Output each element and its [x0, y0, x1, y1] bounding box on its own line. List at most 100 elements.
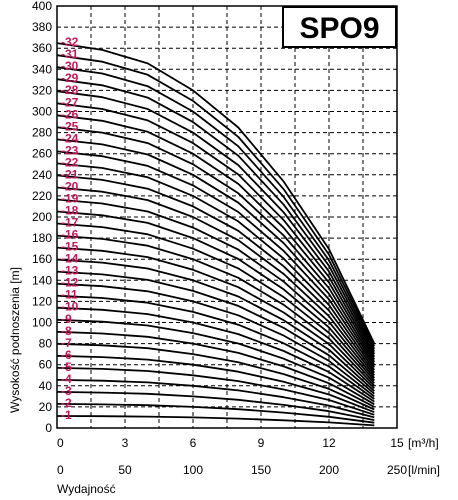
stage-curve	[56, 198, 376, 379]
stage-curve	[56, 90, 376, 355]
stage-label: -9	[61, 312, 72, 326]
stage-label: -5	[61, 360, 72, 374]
stage-curve	[56, 102, 376, 358]
y-tick-label: 20	[39, 400, 53, 414]
stage-label: -4	[61, 372, 72, 386]
stage-curve	[56, 367, 375, 416]
stage-label: -21	[61, 167, 79, 181]
plot-frame	[56, 5, 398, 429]
stage-label: -16	[61, 228, 79, 242]
y-tick-label: 360	[32, 41, 52, 55]
stage-label: -10	[61, 300, 79, 314]
x-secondary-tick-label: 150	[251, 463, 271, 477]
stage-label: -23	[61, 143, 79, 157]
stage-curve	[56, 258, 375, 392]
stage-curve	[56, 114, 376, 360]
grid	[57, 6, 397, 428]
stage-curve	[56, 354, 375, 414]
x-axis-label: Wydajność	[57, 482, 116, 496]
stage-label: -26	[61, 107, 79, 121]
x-primary-tick-label: 0	[57, 436, 64, 450]
stage-curve	[56, 54, 376, 347]
stage-label: -31	[61, 47, 79, 61]
y-axis-label: Wysokość podnoszenia [m]	[8, 267, 22, 413]
stage-label: -22	[61, 155, 79, 169]
x-primary-unit: [m³/h]	[408, 436, 439, 450]
stage-label: -17	[61, 216, 79, 230]
y-tick-labels: 0 20 40 60 80 100 120 140 160 180 200 220 240 260 280 3…	[32, 0, 52, 435]
stage-label: -28	[61, 83, 79, 97]
y-tick-label: 180	[32, 231, 52, 245]
y-tick-label: 200	[32, 210, 52, 224]
x-primary-tick-label: 3	[122, 436, 129, 450]
y-tick-label: 240	[32, 168, 52, 182]
stage-curve	[56, 150, 376, 368]
y-tick-label: 120	[32, 294, 52, 308]
stage-label: -12	[61, 276, 79, 290]
stage-curve	[56, 222, 375, 384]
y-tick-label: 40	[39, 379, 53, 393]
stage-curve	[56, 126, 376, 363]
y-tick-label: 260	[32, 147, 52, 161]
y-tick-label: 160	[32, 252, 52, 266]
y-tick-label: 300	[32, 105, 52, 119]
stage-curve	[56, 42, 376, 344]
stage-curve	[56, 391, 375, 421]
pump-curves	[56, 42, 376, 427]
y-tick-label: 60	[39, 358, 53, 372]
stage-label: -13	[61, 264, 79, 278]
stage-curve	[56, 379, 375, 419]
stage-label: -3	[61, 384, 72, 398]
stage-curve	[56, 186, 376, 376]
stage-curve	[56, 270, 375, 395]
stage-label: -29	[61, 71, 79, 85]
stage-label: -14	[61, 252, 79, 266]
stage-label: -32	[61, 35, 79, 49]
y-tick-label: 100	[32, 316, 52, 330]
x-secondary-tick-label: 100	[183, 463, 203, 477]
stage-curve	[56, 234, 375, 387]
stage-curve	[56, 318, 375, 406]
stage-curve	[56, 330, 375, 408]
x-secondary-tick-label: 0	[57, 463, 64, 477]
stage-label: -30	[61, 59, 79, 73]
y-tick-label: 220	[32, 189, 52, 203]
stage-label: -20	[61, 179, 79, 193]
x-primary-tick-label: 6	[190, 436, 197, 450]
x-secondary-tick-label: 200	[319, 463, 339, 477]
stage-label: -6	[61, 348, 72, 362]
x-secondary-tick-labels: 0 50 100 150 200 250	[57, 463, 407, 477]
x-primary-tick-labels: 0 3 6 9 12 15	[57, 436, 404, 450]
stage-curve	[56, 282, 375, 398]
y-tick-label: 80	[39, 337, 53, 351]
y-tick-label: 380	[32, 20, 52, 34]
chart-title: SPO9	[299, 12, 379, 45]
stage-curve	[56, 306, 375, 403]
stage-curve	[56, 415, 375, 427]
stage-curve	[56, 294, 375, 400]
stage-curve	[56, 162, 376, 371]
x-secondary-tick-label: 50	[118, 463, 132, 477]
stage-label: -27	[61, 95, 79, 109]
y-tick-label: 140	[32, 273, 52, 287]
stage-curve	[56, 66, 376, 350]
stage-labels: -1-2-3-4-5-6-7-8-9-10-11-12-13-14-15-16-…	[61, 35, 79, 422]
x-primary-tick-label: 12	[322, 436, 336, 450]
y-tick-label: 0	[45, 421, 52, 435]
x-secondary-tick-label: 250	[387, 463, 407, 477]
stage-label: -2	[61, 396, 72, 410]
stage-label: -15	[61, 240, 79, 254]
stage-curve	[56, 403, 375, 424]
stage-label: -7	[61, 336, 72, 350]
stage-label: -1	[61, 408, 72, 422]
stage-curve	[56, 210, 375, 382]
stage-label: -24	[61, 131, 79, 145]
stage-curve	[56, 78, 376, 352]
model-badge: SPO9	[282, 6, 397, 48]
y-tick-label: 400	[32, 0, 52, 13]
stage-curve	[56, 246, 375, 390]
stage-curve	[56, 342, 375, 411]
x-secondary-unit: [l/min]	[408, 463, 440, 477]
stage-label: -25	[61, 119, 79, 133]
